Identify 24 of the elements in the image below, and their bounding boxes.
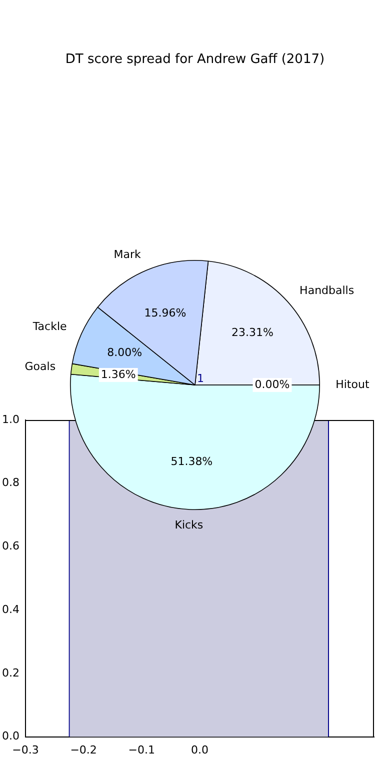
x-tick-label: 0.0 <box>190 743 208 756</box>
chart-title: DT score spread for Andrew Gaff (2017) <box>64 52 326 67</box>
x-tick-label: −0.3 <box>12 743 39 756</box>
slice-label: Mark <box>114 248 142 262</box>
x-tick-label: −0.2 <box>70 743 97 756</box>
slice-label: Tackle <box>32 320 68 334</box>
text: 1 <box>197 372 204 385</box>
data-label: 15.96% <box>144 306 186 320</box>
data-label: 51.38% <box>170 455 213 468</box>
slice-label: Goals <box>24 360 56 373</box>
y-tick-label: 0.0 <box>2 730 20 743</box>
y-tick-label: 1.0 <box>2 412 20 426</box>
data-label: 23.31% <box>231 326 274 340</box>
y-tick-label: 0.8 <box>2 476 20 490</box>
x-tick-label: −0.1 <box>128 743 156 756</box>
category-label: Hitout <box>336 378 370 391</box>
slice-label: Kicks <box>174 518 204 532</box>
text: 0.00% <box>254 378 290 391</box>
y-tick-label: 0.4 <box>2 602 20 616</box>
y-tick-label: 0.2 <box>2 666 20 680</box>
data-label: 8.00% <box>107 346 142 360</box>
data-label: 1.36% <box>100 368 136 381</box>
slice-label: Handballs <box>300 284 354 297</box>
y-tick-label: 0.6 <box>2 540 20 553</box>
